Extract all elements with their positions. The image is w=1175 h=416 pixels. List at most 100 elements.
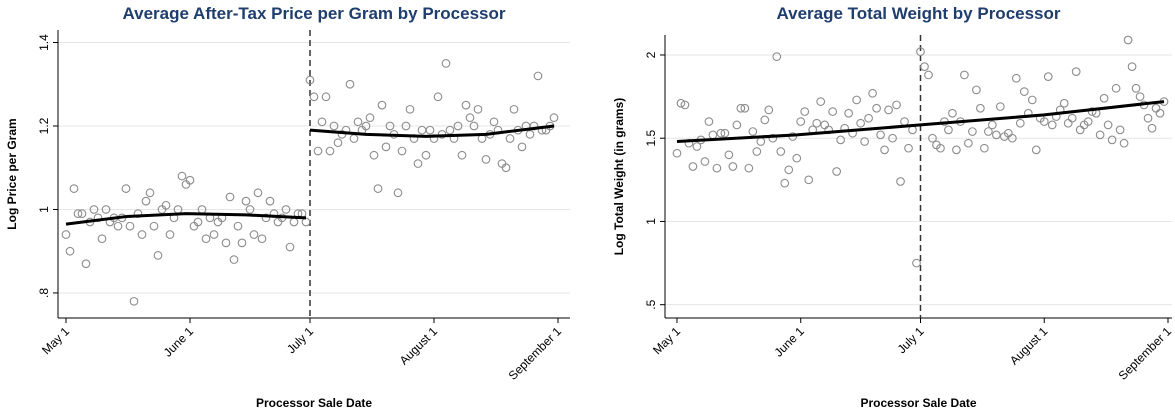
data-point	[525, 129, 535, 139]
data-point	[361, 121, 371, 131]
data-point	[844, 108, 853, 118]
chart-title: Average After-Tax Price per Gram by Proc…	[123, 4, 506, 23]
data-point	[776, 147, 786, 156]
data-point	[241, 196, 251, 206]
data-point	[369, 150, 379, 160]
data-point	[760, 115, 770, 125]
data-point	[772, 52, 782, 61]
data-point	[245, 205, 255, 214]
data-point	[465, 113, 475, 123]
data-point	[888, 133, 897, 143]
data-point	[165, 230, 175, 239]
chart-title: Average Total Weight by Processor	[776, 4, 1060, 23]
data-point	[489, 117, 499, 127]
data-point	[313, 146, 323, 156]
data-point	[952, 145, 961, 155]
data-point	[995, 102, 1005, 111]
data-point	[991, 130, 1001, 140]
data-point	[373, 184, 383, 193]
data-point	[509, 104, 519, 114]
data-point	[385, 121, 395, 131]
data-point	[752, 147, 762, 156]
data-point	[89, 205, 99, 214]
data-point	[125, 221, 135, 231]
y-tick-label: 1	[644, 218, 658, 225]
data-point	[916, 47, 925, 56]
data-point	[365, 113, 375, 123]
data-point	[193, 217, 203, 227]
data-point	[768, 133, 778, 143]
data-point	[700, 157, 710, 166]
data-point	[904, 143, 913, 153]
data-point	[1111, 83, 1121, 93]
data-point	[281, 205, 291, 214]
y-tick-label: 1.5	[644, 130, 658, 147]
data-point	[1103, 120, 1113, 130]
data-point	[852, 95, 861, 105]
data-point	[221, 238, 231, 248]
data-point	[333, 138, 343, 148]
data-point	[864, 113, 873, 123]
data-point	[944, 125, 953, 135]
fit-line	[309, 124, 555, 138]
data-point	[688, 162, 698, 171]
data-point	[1095, 130, 1105, 140]
x-tick-label: August 1	[1007, 324, 1051, 368]
data-point	[345, 79, 355, 89]
data-point	[1115, 125, 1125, 135]
data-point	[928, 133, 937, 143]
data-point	[676, 98, 686, 108]
data-point	[113, 221, 123, 231]
data-point	[920, 62, 929, 71]
data-point	[61, 230, 71, 239]
data-point	[441, 59, 451, 68]
data-point	[1119, 138, 1129, 148]
data-point	[505, 134, 515, 143]
data-point	[876, 130, 885, 140]
data-point	[1015, 118, 1025, 128]
data-point	[1031, 145, 1041, 155]
data-point	[896, 177, 905, 186]
data-point	[880, 145, 889, 155]
data-point	[680, 100, 690, 110]
data-point	[948, 108, 957, 118]
data-point	[237, 238, 247, 248]
data-point	[976, 103, 985, 113]
data-point	[1039, 117, 1049, 126]
data-point	[720, 128, 730, 138]
data-point	[1107, 135, 1117, 145]
data-point	[253, 188, 263, 198]
data-point	[868, 88, 877, 98]
data-point	[1135, 92, 1145, 101]
data-point	[728, 162, 738, 171]
data-point	[1083, 117, 1093, 126]
data-point	[377, 100, 387, 110]
x-tick-label: June 1	[161, 324, 197, 360]
data-point	[796, 117, 806, 126]
data-point	[1131, 83, 1141, 93]
data-point	[469, 121, 479, 131]
data-point	[145, 188, 155, 198]
data-point	[972, 85, 981, 95]
data-point	[425, 125, 435, 135]
data-point	[201, 234, 211, 244]
data-point	[1019, 87, 1029, 96]
data-point	[261, 213, 271, 223]
data-point	[481, 155, 491, 164]
x-axis-title: Processor Sale Date	[256, 396, 372, 410]
data-point	[93, 213, 103, 223]
data-point	[812, 118, 822, 128]
data-point	[65, 246, 75, 256]
data-point	[421, 150, 431, 160]
data-point	[672, 148, 682, 158]
data-point	[732, 120, 742, 130]
data-point	[445, 125, 455, 135]
data-point	[1071, 67, 1081, 76]
y-tick-label: .5	[644, 299, 658, 309]
data-point	[73, 209, 83, 219]
data-point	[1007, 133, 1017, 143]
data-point	[453, 121, 463, 131]
data-point	[704, 117, 714, 126]
data-point	[101, 205, 111, 214]
data-point	[780, 178, 790, 188]
